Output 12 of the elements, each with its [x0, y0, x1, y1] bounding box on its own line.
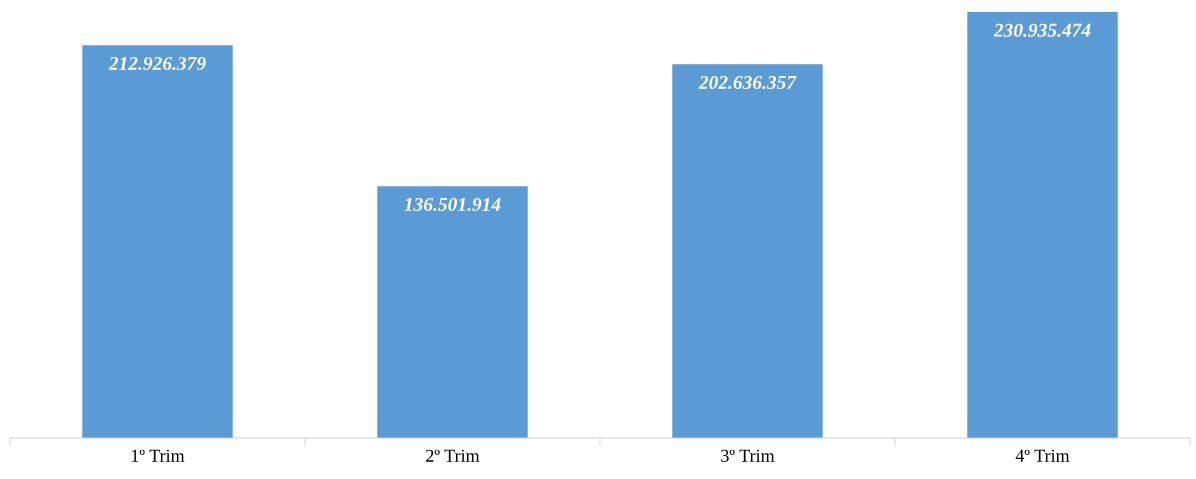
data-label: 212.926.379: [108, 56, 206, 71]
x-tick-label: 2º Trim: [426, 449, 480, 462]
x-tick-label: 4º Trim: [1015, 449, 1070, 462]
x-tick-label: 3º Trim: [721, 449, 775, 462]
bar: [967, 12, 1118, 438]
data-label: 230.935.474: [993, 23, 1091, 37]
bar: [672, 64, 823, 438]
bar: [377, 186, 528, 438]
data-label: 202.636.357: [698, 75, 797, 90]
data-label: 136.501.914: [404, 197, 501, 212]
bar: [82, 45, 233, 438]
x-tick-label: 1º Trim: [131, 449, 185, 462]
